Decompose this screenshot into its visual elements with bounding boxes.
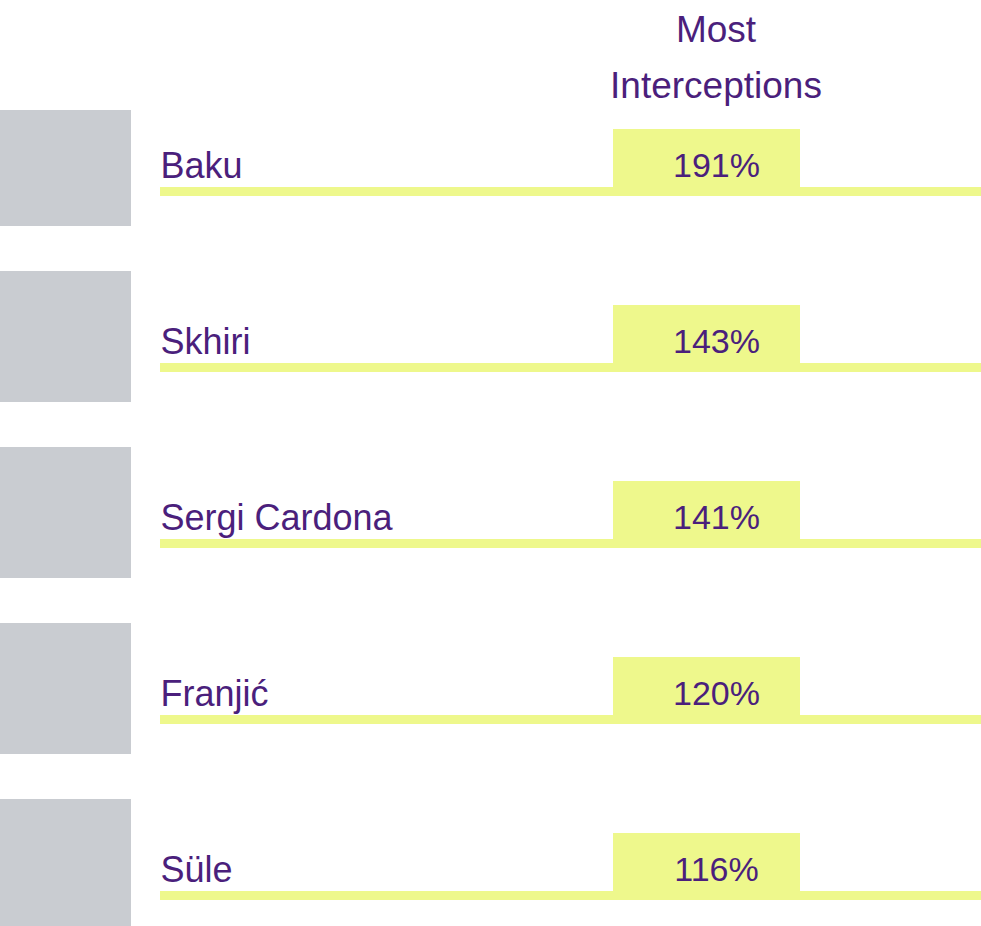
svg-text:143%: 143%: [673, 322, 760, 360]
svg-text:Baku: Baku: [161, 145, 243, 186]
svg-text:Süle: Süle: [161, 849, 233, 890]
svg-text:Franjić: Franjić: [161, 673, 269, 714]
svg-text:Skhiri: Skhiri: [161, 321, 251, 362]
svg-text:120%: 120%: [673, 674, 760, 712]
html-text:Most Interceptions: Most Interceptions: [610, 9, 822, 106]
svg-text:191%: 191%: [673, 146, 760, 184]
svg-text:116%: 116%: [674, 850, 758, 888]
svg-text:Sergi Cardona: Sergi Cardona: [161, 497, 394, 538]
svg-text:141%: 141%: [673, 498, 760, 536]
